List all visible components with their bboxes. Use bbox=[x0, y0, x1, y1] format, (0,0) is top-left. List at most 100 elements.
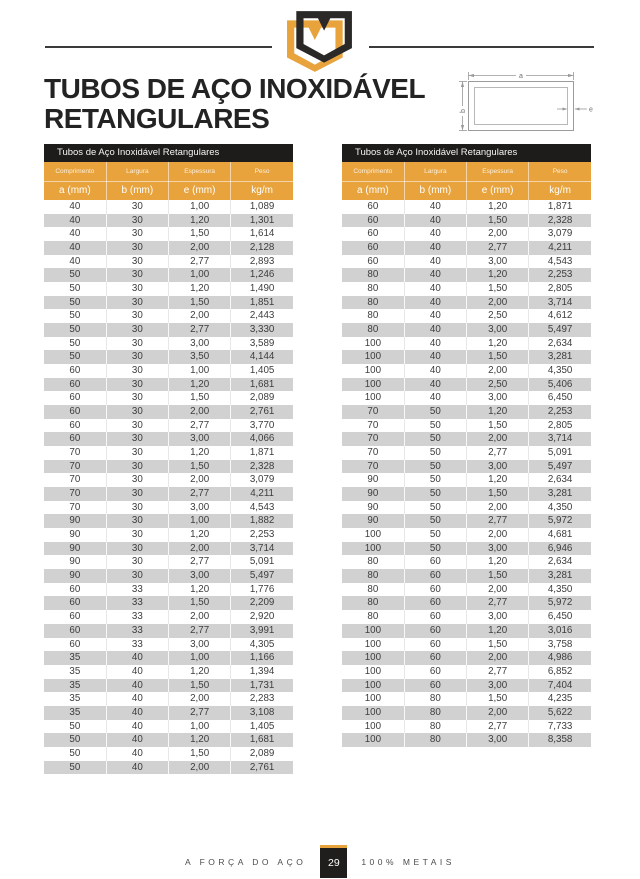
table-cell: 1,405 bbox=[249, 365, 275, 377]
table-cell: 2,00 bbox=[168, 309, 232, 324]
diagram-label-e: e bbox=[589, 107, 593, 114]
table-row: 90 50 1,20 2,634 bbox=[342, 473, 591, 488]
table-row: 50 30 2,77 3,330 bbox=[44, 323, 293, 337]
table-cell: 40 bbox=[404, 213, 468, 228]
spec-table: Comprimento Largura Espessura Peso a (mm… bbox=[44, 162, 293, 775]
table-cell: 3,00 bbox=[168, 637, 232, 652]
table-cell: 1,20 bbox=[168, 733, 232, 747]
table-cell: 1,50 bbox=[168, 746, 232, 761]
unit-header-a-mm: a (mm) bbox=[342, 180, 405, 200]
table-cell: 1,00 bbox=[168, 268, 232, 283]
table-cell: 1,50 bbox=[168, 678, 232, 693]
table-cell: 60 bbox=[404, 596, 468, 611]
table-cell: 1,20 bbox=[466, 268, 530, 283]
column-group-header-row: Comprimento Largura Espessura Peso bbox=[44, 162, 293, 182]
table-cell: 3,714 bbox=[547, 296, 573, 308]
table-row: 100 80 1,50 4,235 bbox=[342, 692, 591, 706]
table-cell: 6,852 bbox=[547, 665, 573, 677]
table-row: 90 30 3,00 5,497 bbox=[44, 569, 293, 583]
table-cell: 33 bbox=[106, 623, 170, 638]
table-row: 100 40 2,50 5,406 bbox=[342, 377, 591, 392]
table-row: 50 30 2,00 2,443 bbox=[44, 309, 293, 324]
table-cell: 50 bbox=[44, 323, 107, 337]
table-cell: 2,00 bbox=[168, 541, 232, 556]
table-row: 100 60 2,77 6,852 bbox=[342, 664, 591, 679]
table-row: 80 60 1,50 3,281 bbox=[342, 569, 591, 583]
table-row: 70 30 2,77 4,211 bbox=[44, 487, 293, 501]
table-cell: 40 bbox=[44, 213, 107, 228]
table-row: 70 50 1,50 2,805 bbox=[342, 418, 591, 433]
table-cell: 3,00 bbox=[466, 323, 530, 337]
table-cell: 100 bbox=[342, 541, 405, 556]
table-cell: 90 bbox=[44, 514, 107, 529]
table-cell: 50 bbox=[404, 432, 468, 447]
table-cell: 1,50 bbox=[466, 487, 530, 501]
table-cell: 100 bbox=[342, 705, 405, 720]
table-cell: 35 bbox=[44, 664, 107, 679]
table-cell: 70 bbox=[342, 432, 405, 447]
table-row: 80 40 1,50 2,805 bbox=[342, 282, 591, 296]
table-row: 80 60 1,20 2,634 bbox=[342, 555, 591, 570]
table-cell: 3,00 bbox=[168, 569, 232, 583]
column-header-comprimento: Comprimento bbox=[342, 162, 405, 182]
table-cell: 70 bbox=[44, 487, 107, 501]
table-cell: 40 bbox=[106, 692, 170, 706]
table-cell: 30 bbox=[106, 364, 170, 378]
table-row: 100 50 2,00 4,681 bbox=[342, 528, 591, 542]
table-row: 60 30 2,77 3,770 bbox=[44, 418, 293, 433]
table-cell: 60 bbox=[404, 623, 468, 638]
page-title-line1: TUBOS DE AÇO INOXIDÁVEL bbox=[44, 73, 426, 104]
table-cell: 40 bbox=[106, 705, 170, 720]
table-cell: 60 bbox=[44, 418, 107, 433]
table-cell: 60 bbox=[44, 637, 107, 652]
table-row: 35 40 1,50 1,731 bbox=[44, 678, 293, 693]
table-row: 60 30 1,00 1,405 bbox=[44, 364, 293, 378]
table-cell: 40 bbox=[404, 364, 468, 378]
table-cell: 1,871 bbox=[249, 447, 275, 459]
table-cell: 3,016 bbox=[547, 624, 573, 636]
table-cell: 50 bbox=[44, 309, 107, 324]
table-row: 70 30 3,00 4,543 bbox=[44, 500, 293, 515]
table-row: 100 80 2,77 7,733 bbox=[342, 719, 591, 734]
table-cell: 60 bbox=[44, 596, 107, 611]
table-row: 70 50 1,20 2,253 bbox=[342, 405, 591, 419]
table-cell: 70 bbox=[44, 500, 107, 515]
table-cell: 90 bbox=[44, 541, 107, 556]
table-row: 80 40 2,00 3,714 bbox=[342, 295, 591, 310]
table-cell: 90 bbox=[44, 569, 107, 583]
table-cell: 2,209 bbox=[249, 597, 275, 609]
column-header-peso: Peso bbox=[230, 162, 293, 182]
table-cell: 2,77 bbox=[168, 623, 232, 638]
table-cell: 60 bbox=[44, 432, 107, 447]
table-cell: 2,00 bbox=[466, 651, 530, 665]
table-cell: 50 bbox=[44, 733, 107, 747]
table-cell: 1,50 bbox=[466, 350, 530, 365]
table-cell: 2,920 bbox=[249, 611, 275, 623]
table-cell: 3,714 bbox=[547, 433, 573, 445]
table-row: 80 40 1,20 2,253 bbox=[342, 268, 591, 283]
table-cell: 1,681 bbox=[249, 734, 275, 746]
table-cell: 30 bbox=[106, 268, 170, 283]
table-row: 80 60 2,00 4,350 bbox=[342, 582, 591, 597]
table-row: 50 40 1,50 2,089 bbox=[44, 746, 293, 761]
table-cell: 40 bbox=[44, 200, 107, 214]
table-cell: 50 bbox=[44, 282, 107, 296]
table-cell: 5,497 bbox=[249, 570, 275, 582]
table-cell: 4,211 bbox=[548, 242, 573, 254]
table-cell: 100 bbox=[342, 391, 405, 406]
table-cell: 2,50 bbox=[466, 309, 530, 324]
table-row: 90 30 2,00 3,714 bbox=[44, 541, 293, 556]
column-header-espessura: Espessura bbox=[167, 162, 232, 182]
table-cell: 2,805 bbox=[547, 283, 573, 295]
table-cell: 8,358 bbox=[547, 734, 573, 746]
table-cell: 50 bbox=[404, 405, 468, 419]
table-cell: 1,20 bbox=[168, 528, 232, 542]
table-cell: 70 bbox=[342, 459, 405, 474]
table-cell: 60 bbox=[342, 254, 405, 269]
table-cell: 2,77 bbox=[466, 514, 530, 529]
table-cell: 50 bbox=[404, 528, 468, 542]
table-row: 90 30 2,77 5,091 bbox=[44, 555, 293, 570]
table-cell: 35 bbox=[44, 651, 107, 665]
table-cell: 1,50 bbox=[466, 692, 530, 706]
table-cell: 2,77 bbox=[168, 555, 232, 570]
